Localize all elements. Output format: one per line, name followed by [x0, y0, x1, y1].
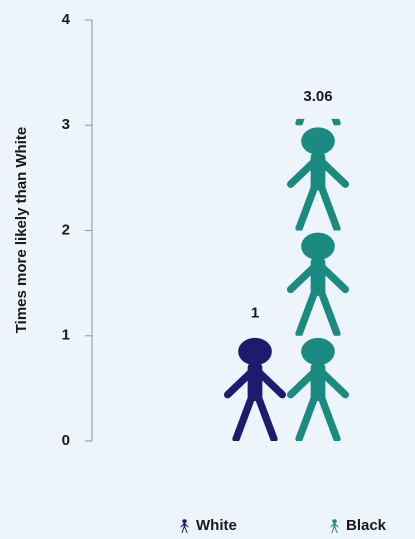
pictogram [291, 22, 346, 439]
legend-icon [330, 519, 339, 533]
y-tick-label: 2 [62, 221, 70, 238]
person-icon [228, 338, 283, 439]
y-tick-label: 1 [62, 327, 70, 344]
pictogram [228, 338, 283, 439]
data-label: 1 [251, 305, 259, 322]
person-icon [291, 338, 346, 439]
data-label: 3.06 [303, 88, 332, 105]
y-axis-label: Times more likely than White [13, 127, 30, 333]
legend-icon [180, 519, 189, 533]
y-tick-label: 4 [62, 11, 71, 28]
person-icon [291, 233, 346, 334]
legend-label: Black [346, 517, 387, 534]
y-tick-label: 3 [62, 116, 70, 133]
legend-label: White [196, 517, 237, 534]
y-tick-label: 0 [62, 432, 70, 449]
person-icon [291, 22, 346, 123]
person-icon [291, 127, 346, 228]
